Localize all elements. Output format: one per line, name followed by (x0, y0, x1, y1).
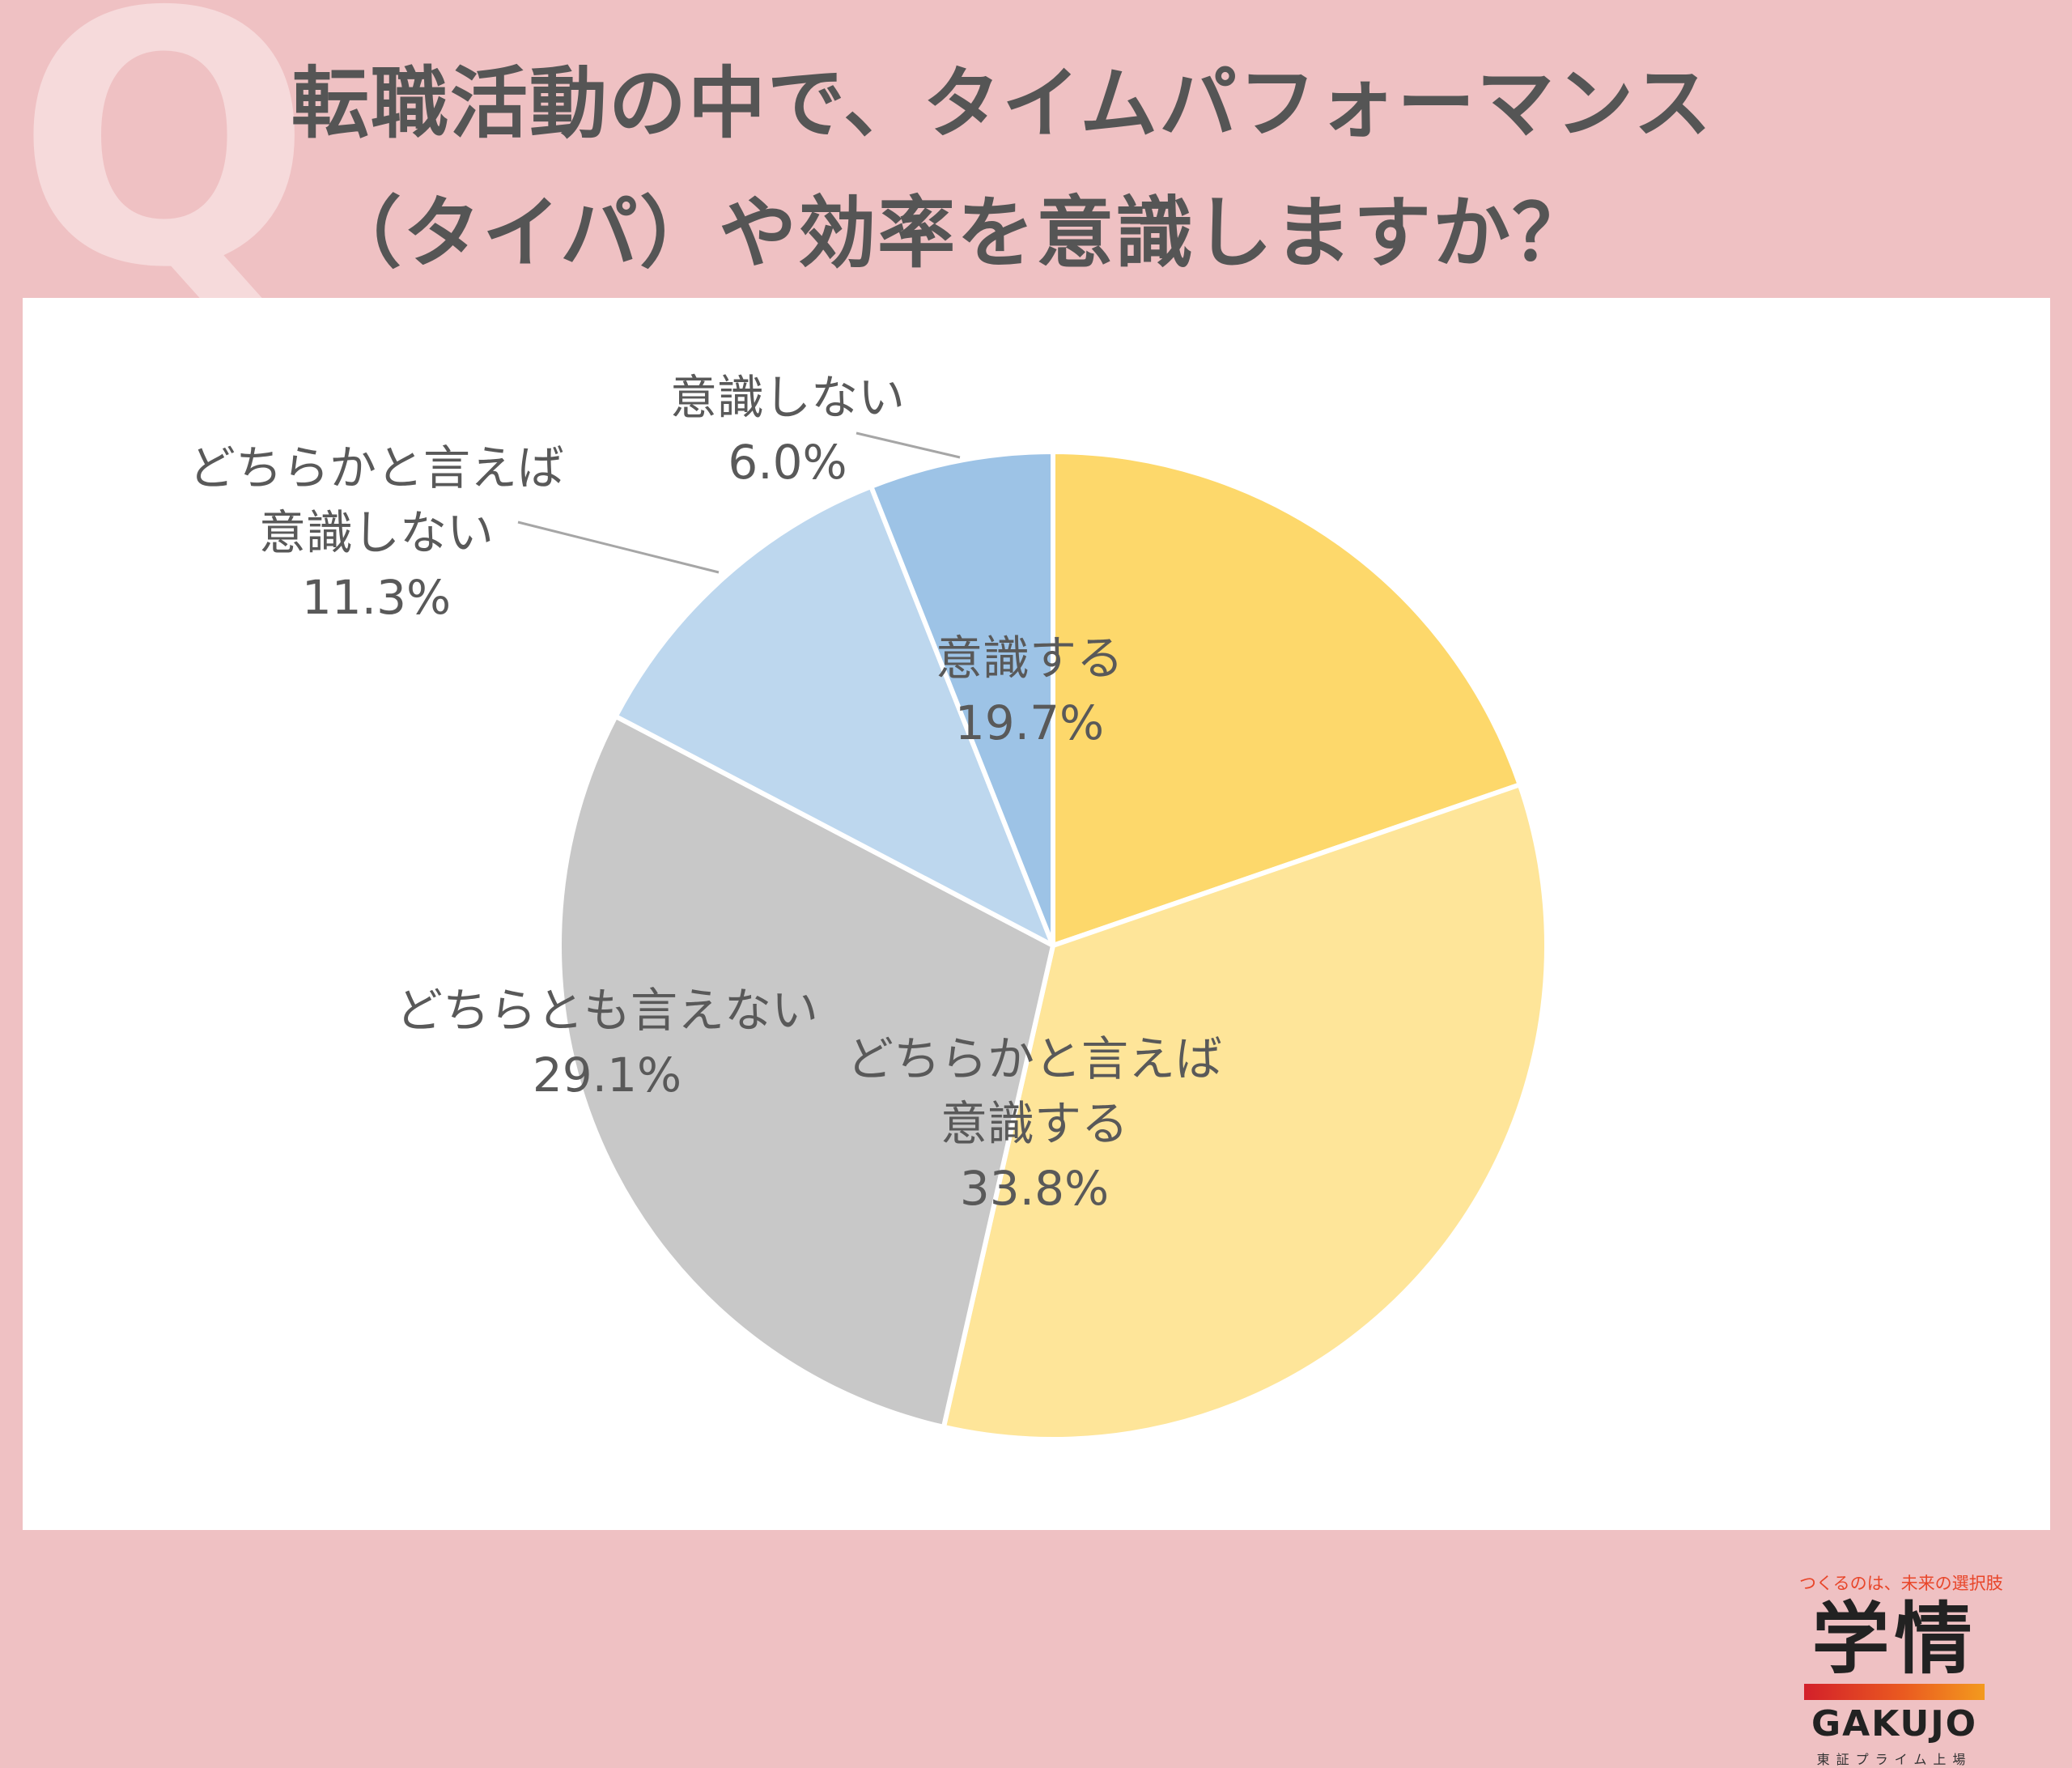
slice-value: 19.7% (954, 695, 1105, 750)
slice-label-text: 意識しない (669, 370, 906, 425)
chart-panel: 意識する 19.7% どちらかと言えば 意識する 33.8% どちらとも言えない 29.1%… (23, 298, 2050, 1767)
slice-value: 11.3% (301, 570, 452, 625)
slice-label: どちらとも言えない 29.1% (396, 978, 818, 1107)
slice-label-text: 意識する (935, 631, 1124, 686)
slice-label: どちらかと言えば 意識しない 11.3% (189, 436, 564, 630)
slice-label: 意識しない 6.0% (670, 365, 905, 495)
pie-slice (613, 483, 1055, 948)
logo-english: GAKUJO (1811, 1703, 1977, 1745)
q-mark: Q (16, 0, 312, 344)
slice-label-text: どちらかと言えば (188, 440, 565, 495)
slice-value: 33.8% (959, 1161, 1110, 1216)
pie-slice (940, 782, 1550, 1442)
slice-label-text: どちらとも言えない (395, 983, 819, 1038)
leader-line (856, 431, 961, 459)
leader-line (517, 521, 720, 574)
logo-tagline: つくるのは、未来の選択肢 (1799, 1574, 2003, 1593)
slice-label-text: 意識する (940, 1096, 1129, 1151)
title-line-1: 転職活動の中で、タイムパフォーマンス (291, 58, 1713, 149)
pie-slice (868, 449, 1055, 948)
slice-value: 6.0% (728, 435, 847, 490)
gakujo-logo: つくるのは、未来の選択肢 学情 GAKUJO 東証プライム上場 (1799, 1570, 2003, 1768)
logo-sub: 東証プライム上場 (1816, 1752, 1972, 1767)
slice-value: 29.1% (532, 1048, 682, 1103)
slice-label: どちらかと言えば 意識する 33.8% (847, 1026, 1222, 1221)
slice-label: 意識する 19.7% (936, 626, 1123, 755)
logo-kanji: 学情 (1811, 1594, 1977, 1685)
logo-bar (1804, 1684, 1985, 1700)
pie-slice (557, 713, 1055, 1430)
page-title: 転職活動の中で、タイムパフォーマンス （タイパ）や効率を意識しますか？ (291, 39, 1713, 298)
pie-slice (1051, 449, 1522, 948)
slice-label-text: 意識しない (258, 505, 495, 560)
title-line-2: （タイパ）や効率を意識しますか？ (324, 188, 1592, 278)
slice-label-text: どちらかと言えば (846, 1031, 1223, 1086)
pie-chart (517, 431, 1550, 1442)
